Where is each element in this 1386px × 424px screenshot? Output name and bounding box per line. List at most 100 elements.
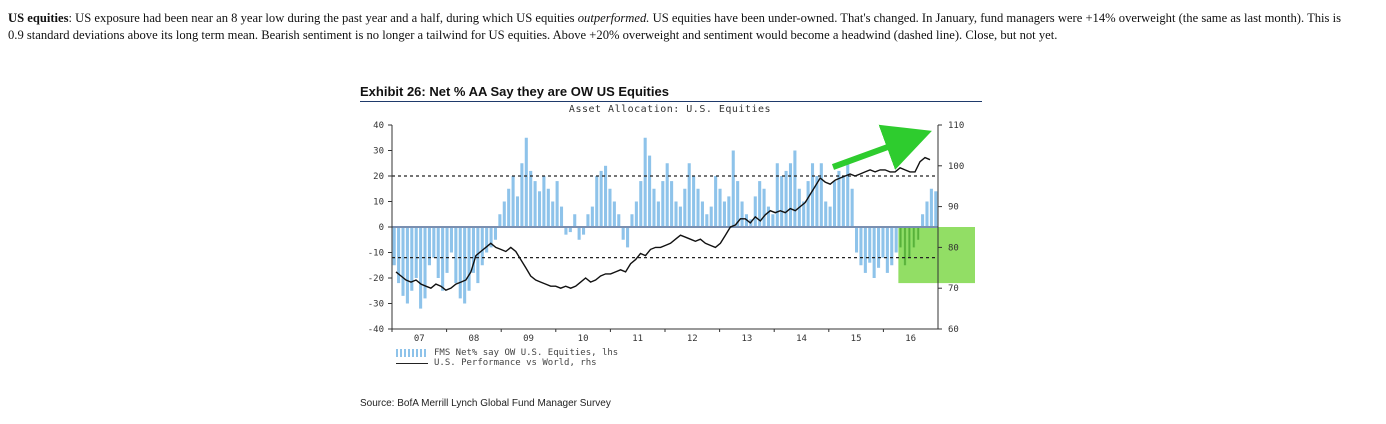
bar-47 [599, 170, 603, 227]
bar-54 [630, 214, 634, 227]
bar-46 [595, 176, 599, 227]
bar-12 [445, 227, 449, 273]
x-tick-label-4: 11 [632, 334, 643, 344]
left-tick-label-4: 0 [379, 223, 384, 233]
bar-21 [485, 227, 489, 253]
bar-101 [837, 170, 841, 227]
bar-50 [612, 201, 616, 227]
legend-item-line: U.S. Performance vs World, rhs [396, 358, 618, 368]
bar-52 [621, 227, 625, 240]
bar-76 [727, 196, 731, 227]
bar-120 [921, 214, 925, 227]
x-tick-label-2: 09 [523, 334, 534, 344]
bar-114 [894, 227, 898, 253]
right-tick-label-5: 60 [948, 325, 959, 335]
legend-label-line: U.S. Performance vs World, rhs [434, 358, 597, 368]
left-tick-label-8: -40 [368, 325, 384, 335]
bar-51 [617, 214, 621, 227]
bar-14 [454, 227, 458, 284]
bar-41 [573, 214, 577, 227]
bar-62 [665, 163, 669, 227]
bar-96 [815, 176, 819, 227]
bar-27 [511, 176, 515, 227]
bar-103 [846, 163, 850, 227]
bar-13 [449, 227, 453, 253]
bar-35 [546, 188, 550, 227]
bar-1 [397, 227, 401, 284]
right-tick-label-1: 100 [948, 162, 964, 172]
bar-33 [537, 191, 542, 227]
bar-11 [441, 227, 445, 291]
bar-84 [762, 188, 766, 227]
right-tick-label-3: 80 [948, 243, 959, 253]
bar-122 [929, 188, 933, 227]
bar-90 [788, 163, 793, 227]
bar-42 [577, 227, 581, 240]
bar-40 [568, 227, 572, 233]
bar-31 [529, 170, 533, 227]
bar-32 [533, 181, 537, 227]
chart-title: Asset Allocation: U.S. Equities [568, 104, 772, 115]
bar-56 [639, 181, 643, 227]
bar-105 [855, 227, 859, 253]
bar-48 [604, 165, 608, 227]
bar-44 [586, 214, 590, 227]
bar-30 [524, 137, 528, 227]
left-tick-label-1: 30 [373, 147, 384, 157]
paragraph-text-2: US equities have been under-owned. That'… [8, 11, 1342, 42]
bar-59 [652, 188, 656, 227]
highlight-bar-119 [917, 227, 920, 240]
bar-94 [806, 181, 810, 227]
bar-68 [692, 176, 696, 227]
bar-104 [850, 188, 854, 227]
paragraph-heading: US equities [8, 11, 69, 25]
highlight-bar-116 [904, 227, 906, 266]
paragraph-emphasis: outperformed. [577, 11, 650, 25]
bar-66 [683, 188, 687, 227]
bar-111 [881, 227, 885, 258]
bar-123 [934, 191, 938, 227]
bar-49 [608, 188, 612, 227]
bar-121 [925, 201, 929, 227]
bar-57 [643, 137, 647, 227]
bar-86 [771, 214, 775, 227]
bar-22 [489, 227, 493, 248]
source-note: Source: BofA Merrill Lynch Global Fund M… [360, 398, 611, 409]
bar-0 [392, 227, 396, 266]
bar-102 [841, 176, 845, 227]
bar-98 [824, 201, 828, 227]
bar-113 [890, 227, 894, 266]
bar-19 [476, 227, 480, 284]
commentary-paragraph: US equities: US exposure had been near a… [8, 10, 1348, 44]
bar-25 [502, 201, 506, 227]
bar-4 [410, 227, 414, 291]
x-tick-label-9: 16 [905, 334, 916, 344]
right-tick-label-2: 90 [948, 203, 959, 213]
bar-70 [700, 201, 704, 227]
legend: FMS Net% say OW U.S. Equities, lhs U.S. … [396, 348, 618, 368]
bar-82 [753, 196, 757, 227]
x-tick-label-5: 12 [687, 334, 698, 344]
bar-45 [590, 206, 594, 227]
bar-110 [877, 227, 881, 268]
bar-9 [432, 227, 436, 258]
left-tick-label-6: -20 [368, 274, 384, 284]
left-tick-label-0: 40 [373, 121, 384, 131]
bar-83 [758, 181, 762, 227]
bar-37 [555, 181, 559, 227]
left-tick-label-2: 20 [373, 172, 384, 182]
bar-18 [471, 227, 475, 273]
bar-89 [784, 170, 788, 227]
bar-65 [678, 206, 682, 227]
bar-29 [520, 163, 524, 227]
x-tick-label-6: 13 [741, 334, 752, 344]
bar-93 [802, 201, 806, 227]
bar-64 [674, 201, 678, 227]
highlight-bar-118 [912, 227, 915, 248]
bar-87 [775, 163, 779, 227]
bar-5 [414, 227, 418, 278]
paragraph-text-1: : US exposure had been near an 8 year lo… [68, 11, 578, 25]
bar-3 [405, 227, 409, 304]
bar-36 [551, 201, 555, 227]
bar-2 [401, 227, 405, 296]
